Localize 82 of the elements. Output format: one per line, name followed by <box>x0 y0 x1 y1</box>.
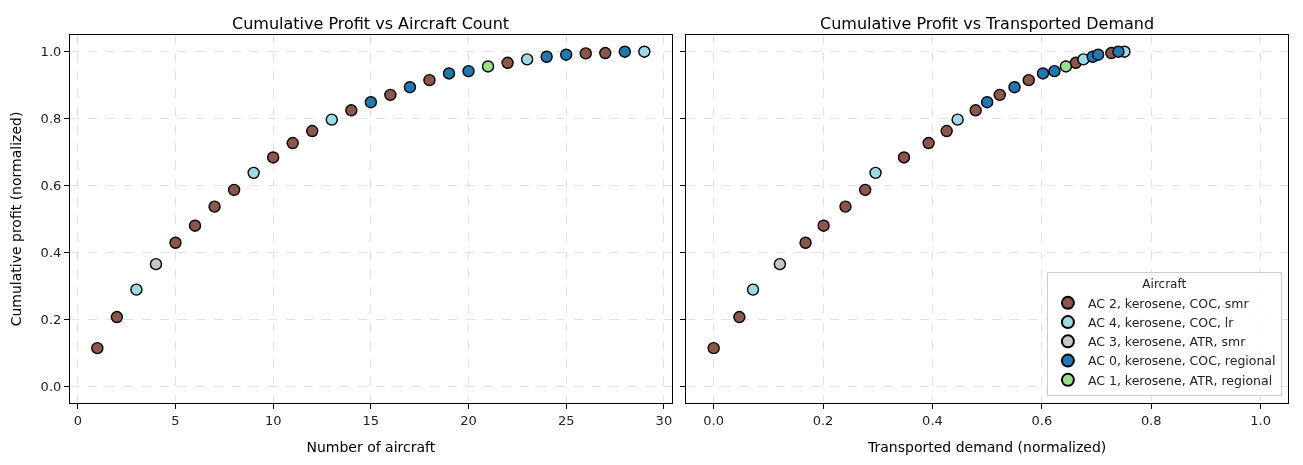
y-tick-label: 1.0 <box>40 44 62 60</box>
point <box>951 113 964 126</box>
point <box>149 257 163 271</box>
x-axis-title: Number of aircraft <box>306 439 436 455</box>
point <box>1059 60 1073 73</box>
point <box>940 124 953 138</box>
chart-title: Cumulative Profit vs Transported Demand <box>820 14 1155 33</box>
legend-title: Aircraft <box>1142 277 1187 292</box>
point <box>384 88 397 102</box>
point <box>227 183 241 197</box>
point <box>520 53 534 66</box>
point <box>345 104 358 117</box>
point <box>858 183 872 197</box>
legend-label: AC 4, kerosene, COC, lr <box>1087 314 1235 330</box>
point <box>247 166 260 180</box>
point <box>1112 45 1125 58</box>
point <box>1022 73 1035 87</box>
x-tick-label: 20 <box>460 412 477 428</box>
legend-label: AC 1, kerosene, ATR, regional <box>1087 372 1273 388</box>
x-tick-label: 10 <box>264 412 282 428</box>
point <box>481 60 495 73</box>
y-tick-label: 0.2 <box>40 311 62 327</box>
point <box>91 341 104 355</box>
point <box>746 283 760 296</box>
legend-label: AC 0, kerosene, COC, regional <box>1087 353 1276 369</box>
chart-title: Cumulative Profit vs Aircraft Count <box>232 14 510 33</box>
point <box>922 136 935 150</box>
y-axis-title: Cumulative profit (normalized) <box>8 111 25 327</box>
point <box>1048 64 1061 78</box>
point <box>501 56 514 69</box>
point <box>980 96 994 109</box>
point <box>110 310 124 324</box>
point <box>540 50 553 63</box>
x-tick-label: 0.8 <box>1140 412 1162 428</box>
point <box>839 200 852 213</box>
point <box>188 219 202 232</box>
point <box>1008 80 1021 94</box>
point <box>707 341 720 355</box>
x-tick-label: 25 <box>557 412 575 428</box>
point <box>1092 48 1105 61</box>
y-tick-label: 0.6 <box>40 178 62 194</box>
x-tick-label: 0.0 <box>703 412 724 428</box>
point <box>1036 67 1050 80</box>
x-tick-label: 0.6 <box>1031 412 1053 428</box>
point <box>169 236 182 249</box>
point <box>733 310 746 324</box>
point <box>442 67 456 80</box>
point <box>130 283 143 296</box>
point <box>638 45 651 58</box>
point <box>618 45 632 58</box>
legend-label: AC 3, kerosene, ATR, smr <box>1087 334 1247 350</box>
point <box>306 124 319 138</box>
point <box>817 219 830 232</box>
point <box>599 46 612 60</box>
point <box>969 104 982 117</box>
point <box>266 151 280 164</box>
legend-label: AC 2, kerosene, COC, smr <box>1087 295 1250 311</box>
point <box>993 88 1006 102</box>
x-tick-label: 0.4 <box>922 412 943 428</box>
y-tick-label: 0.4 <box>40 245 62 260</box>
point <box>579 47 592 60</box>
point <box>364 96 378 109</box>
y-tick-label: 0.0 <box>40 378 62 394</box>
point <box>325 113 338 126</box>
point <box>799 236 812 249</box>
point <box>423 73 436 87</box>
y-tick-label: 0.8 <box>40 111 62 127</box>
point <box>897 151 911 164</box>
point <box>286 136 299 150</box>
x-tick-label: 0 <box>73 412 82 428</box>
point <box>869 166 882 180</box>
point <box>560 48 573 61</box>
x-tick-label: 5 <box>171 412 180 428</box>
x-tick-label: 1.0 <box>1250 412 1271 428</box>
point <box>773 257 787 271</box>
point <box>462 64 475 78</box>
x-tick-label: 15 <box>362 412 380 428</box>
x-tick-label: 0.2 <box>812 412 834 428</box>
x-axis-title: Transported demand (normalized) <box>867 439 1107 455</box>
x-tick-label: 30 <box>655 412 673 428</box>
point <box>403 80 417 94</box>
point <box>208 200 221 213</box>
